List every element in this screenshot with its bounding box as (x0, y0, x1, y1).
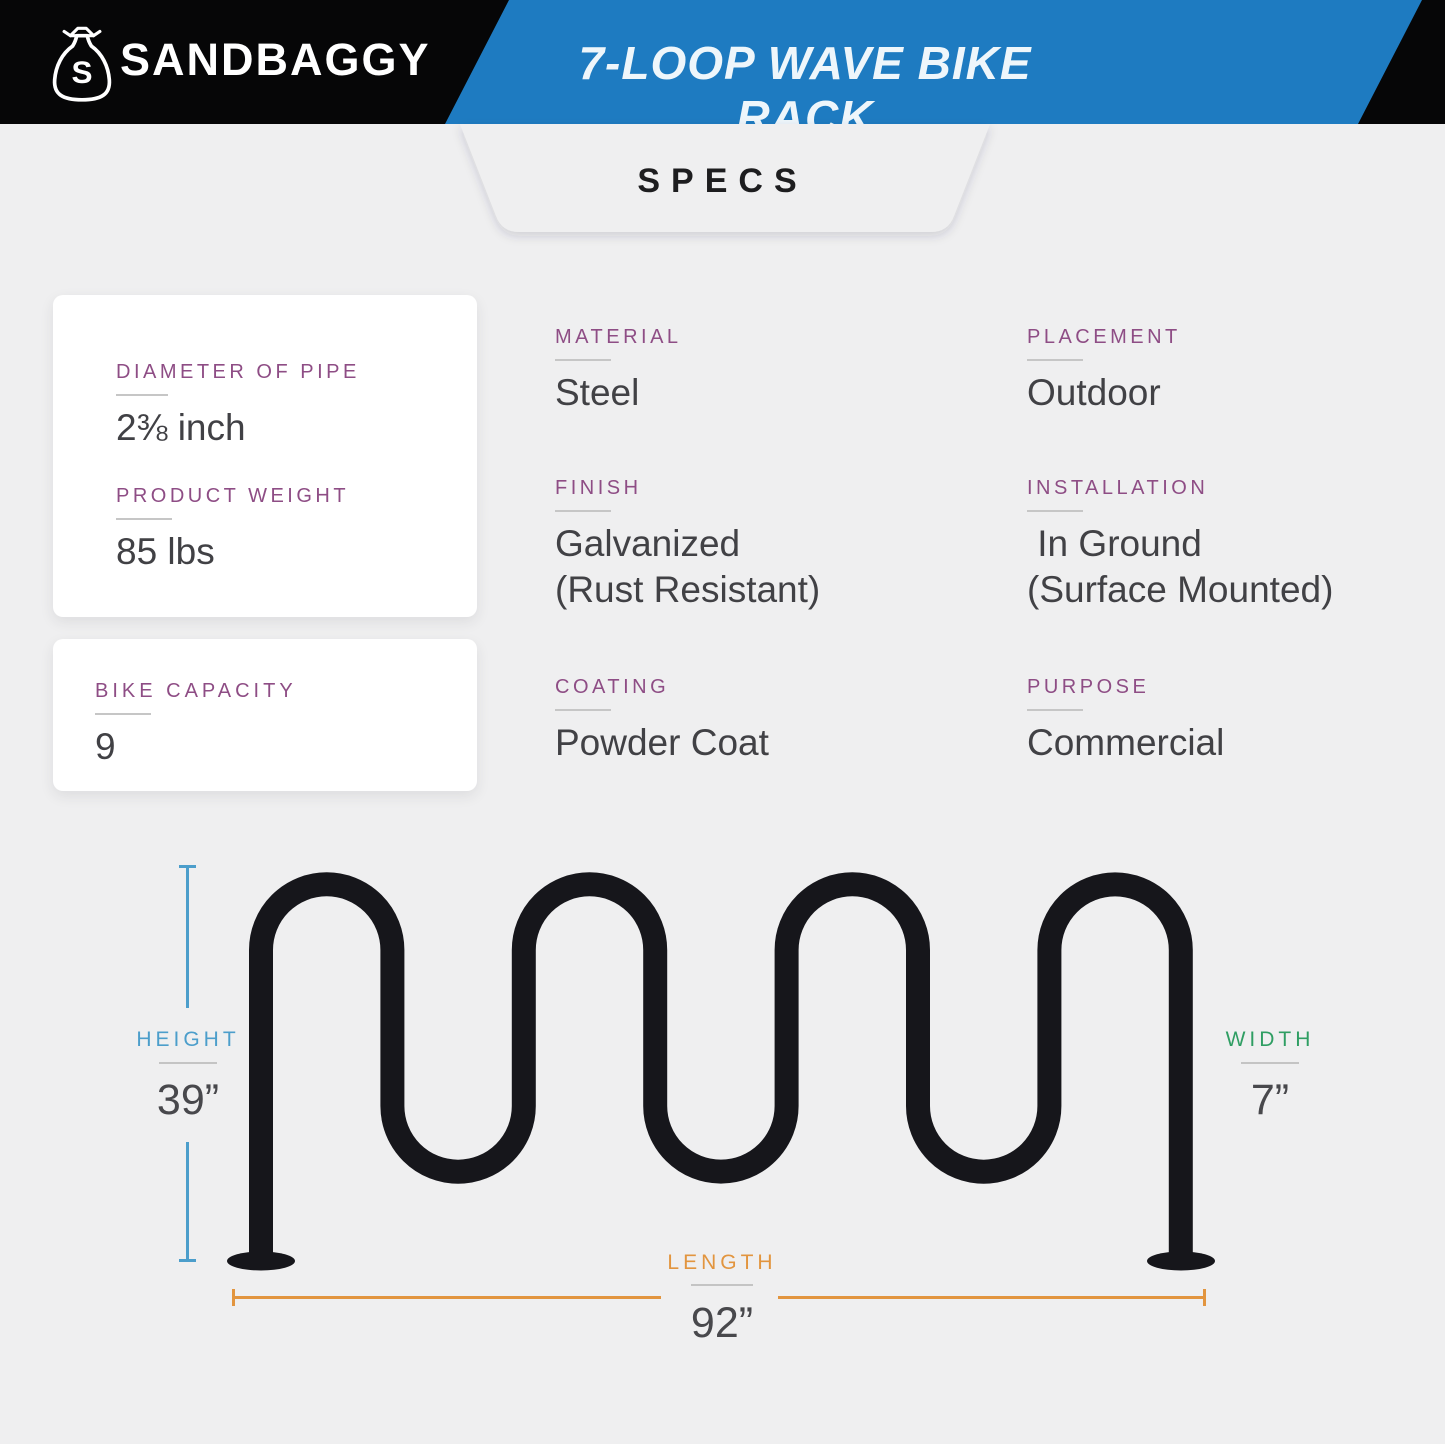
length-dimension-line (778, 1296, 1205, 1299)
spec-label: FINISH (555, 477, 642, 499)
spec-material: MATERIAL Steel (555, 326, 682, 416)
spec-label: PRODUCT WEIGHT (116, 485, 350, 507)
spec-value: Steel (555, 372, 640, 413)
height-value: 39” (156, 1076, 220, 1124)
spec-label: BIKE CAPACITY (95, 680, 297, 702)
label-underline (555, 709, 611, 711)
spec-diameter: DIAMETER OF PIPE 2⅜ inch (116, 361, 360, 451)
title-banner (445, 0, 1422, 124)
spec-label: PLACEMENT (1027, 326, 1181, 348)
width-label: WIDTH (1225, 1028, 1315, 1051)
spec-value: Outdoor (1027, 372, 1161, 413)
label-underline (116, 394, 168, 396)
spec-value: Commercial (1027, 722, 1225, 763)
specs-tab-shape (460, 124, 990, 232)
label-underline (159, 1062, 217, 1064)
brand-name: SANDBAGGY (120, 34, 431, 85)
height-line-bottom-cap (179, 1259, 196, 1262)
label-underline (1027, 709, 1083, 711)
spec-coating: COATING Powder Coat (555, 676, 769, 766)
sandbag-icon: S (52, 26, 112, 102)
spec-card-pipe-weight (53, 295, 477, 617)
label-underline (1027, 510, 1083, 512)
spec-value: 85 lbs (116, 531, 215, 572)
label-underline (95, 713, 151, 715)
height-dimension-line (186, 866, 189, 1008)
spec-capacity: BIKE CAPACITY 9 (95, 680, 297, 770)
spec-weight: PRODUCT WEIGHT 85 lbs (116, 485, 349, 575)
label-underline (1241, 1062, 1299, 1064)
spec-installation: INSTALLATION In Ground (Surface Mounted) (1027, 477, 1333, 613)
label-underline (555, 510, 611, 512)
height-dimension-line (186, 1142, 189, 1260)
spec-label: COATING (555, 676, 670, 698)
logo-letter: S (71, 54, 92, 90)
label-underline (691, 1284, 753, 1286)
spec-label: INSTALLATION (1027, 477, 1209, 499)
spec-card-capacity (53, 639, 477, 791)
length-label: LENGTH (667, 1251, 777, 1274)
length-dimension-line (233, 1296, 661, 1299)
product-title: 7-LOOP WAVE BIKE RACK (578, 37, 1032, 143)
spec-value: Powder Coat (555, 722, 769, 763)
spec-value: In Ground (Surface Mounted) (1027, 523, 1334, 610)
spec-placement: PLACEMENT Outdoor (1027, 326, 1181, 416)
length-line-right-tick (1203, 1289, 1206, 1306)
spec-label: PURPOSE (1027, 676, 1150, 698)
label-underline (116, 518, 172, 520)
spec-finish: FINISH Galvanized (Rust Resistant) (555, 477, 820, 613)
specs-tab-label: SPECS (637, 162, 808, 200)
spec-value: 2⅜ inch (116, 407, 246, 448)
spec-label: MATERIAL (555, 326, 682, 348)
header-bar: S SANDBAGGY 7-LOOP WAVE BIKE RACK (0, 0, 1445, 143)
width-value: 7” (1250, 1076, 1290, 1124)
spec-label: DIAMETER OF PIPE (116, 361, 360, 383)
length-value: 92” (690, 1299, 754, 1347)
spec-value: 9 (95, 726, 116, 767)
spec-value: Galvanized (Rust Resistant) (555, 523, 821, 610)
label-underline (555, 359, 611, 361)
spec-purpose: PURPOSE Commercial (1027, 676, 1224, 766)
height-label: HEIGHT (136, 1028, 240, 1051)
label-underline (1027, 359, 1083, 361)
